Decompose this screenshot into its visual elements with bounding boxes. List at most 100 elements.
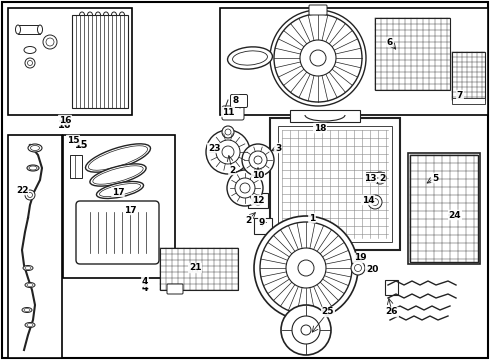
Ellipse shape bbox=[24, 309, 30, 311]
Circle shape bbox=[240, 183, 250, 193]
Circle shape bbox=[249, 151, 267, 169]
Circle shape bbox=[354, 265, 362, 271]
Ellipse shape bbox=[25, 266, 31, 270]
Circle shape bbox=[222, 146, 234, 158]
Circle shape bbox=[301, 325, 311, 335]
Text: 16: 16 bbox=[59, 116, 71, 125]
Bar bbox=[290, 110, 360, 122]
Circle shape bbox=[27, 60, 32, 66]
Text: 15: 15 bbox=[67, 135, 79, 144]
Circle shape bbox=[377, 175, 383, 181]
Ellipse shape bbox=[23, 266, 33, 270]
Circle shape bbox=[254, 216, 358, 320]
Text: 4: 4 bbox=[142, 278, 148, 287]
Circle shape bbox=[46, 38, 54, 46]
Bar bbox=[410, 155, 478, 262]
Bar bbox=[248, 193, 268, 208]
Ellipse shape bbox=[99, 184, 141, 197]
Circle shape bbox=[292, 316, 320, 344]
Circle shape bbox=[253, 195, 263, 205]
Text: 16: 16 bbox=[58, 120, 72, 130]
Circle shape bbox=[216, 140, 240, 164]
Circle shape bbox=[310, 50, 326, 66]
Circle shape bbox=[298, 260, 314, 276]
Circle shape bbox=[25, 58, 35, 68]
Text: 15: 15 bbox=[75, 140, 89, 150]
Bar bbox=[18, 25, 40, 34]
Circle shape bbox=[286, 248, 326, 288]
Text: 2: 2 bbox=[229, 166, 235, 175]
Bar bbox=[8, 135, 62, 358]
Ellipse shape bbox=[27, 165, 39, 171]
Ellipse shape bbox=[27, 324, 33, 327]
Text: 24: 24 bbox=[449, 211, 461, 220]
Bar bbox=[452, 98, 485, 104]
Text: 21: 21 bbox=[189, 264, 201, 273]
Bar bbox=[70, 155, 82, 178]
Ellipse shape bbox=[25, 283, 35, 288]
Ellipse shape bbox=[227, 47, 272, 69]
Ellipse shape bbox=[97, 181, 144, 198]
Text: 25: 25 bbox=[322, 307, 334, 316]
Bar bbox=[408, 153, 480, 264]
Bar bbox=[220, 8, 488, 115]
Bar bbox=[270, 118, 400, 250]
Bar bbox=[8, 8, 132, 115]
Circle shape bbox=[227, 170, 263, 206]
Ellipse shape bbox=[38, 25, 43, 34]
Circle shape bbox=[43, 35, 57, 49]
Text: 18: 18 bbox=[314, 123, 326, 132]
Text: 9: 9 bbox=[259, 217, 265, 226]
Ellipse shape bbox=[30, 145, 40, 150]
Circle shape bbox=[374, 172, 386, 184]
Text: 8: 8 bbox=[233, 95, 239, 104]
FancyBboxPatch shape bbox=[230, 95, 247, 108]
Text: 22: 22 bbox=[16, 185, 28, 194]
Text: 19: 19 bbox=[354, 253, 367, 262]
Circle shape bbox=[300, 40, 336, 76]
Text: 12: 12 bbox=[252, 195, 264, 204]
Text: 11: 11 bbox=[222, 108, 234, 117]
Ellipse shape bbox=[24, 46, 36, 54]
Bar bbox=[254, 218, 272, 234]
Text: 10: 10 bbox=[252, 171, 264, 180]
Circle shape bbox=[371, 198, 378, 206]
Ellipse shape bbox=[93, 166, 143, 184]
Circle shape bbox=[254, 156, 262, 164]
Circle shape bbox=[222, 126, 234, 138]
Ellipse shape bbox=[28, 144, 42, 152]
Text: 20: 20 bbox=[366, 266, 378, 274]
Bar bbox=[385, 280, 398, 295]
Text: 2: 2 bbox=[379, 174, 385, 183]
Text: 23: 23 bbox=[208, 144, 220, 153]
Text: 14: 14 bbox=[362, 195, 374, 204]
Circle shape bbox=[270, 10, 366, 106]
Ellipse shape bbox=[29, 166, 37, 170]
Text: 26: 26 bbox=[386, 307, 398, 316]
Text: 13: 13 bbox=[364, 174, 376, 183]
Text: 6: 6 bbox=[387, 37, 393, 46]
Bar bbox=[278, 126, 392, 242]
FancyBboxPatch shape bbox=[309, 5, 327, 15]
Ellipse shape bbox=[27, 284, 33, 287]
Circle shape bbox=[25, 190, 35, 200]
Text: 4: 4 bbox=[142, 283, 148, 293]
Bar bbox=[72, 15, 128, 108]
Circle shape bbox=[368, 195, 382, 209]
Ellipse shape bbox=[233, 51, 268, 65]
FancyBboxPatch shape bbox=[76, 201, 159, 264]
Ellipse shape bbox=[22, 307, 32, 312]
Circle shape bbox=[235, 178, 255, 198]
Ellipse shape bbox=[25, 323, 35, 328]
Bar bbox=[452, 52, 485, 100]
Circle shape bbox=[281, 305, 331, 355]
Circle shape bbox=[225, 129, 231, 135]
Circle shape bbox=[242, 144, 274, 176]
Ellipse shape bbox=[88, 146, 147, 170]
Bar bbox=[63, 135, 175, 278]
Bar bbox=[375, 18, 450, 90]
Text: 7: 7 bbox=[457, 90, 463, 99]
Ellipse shape bbox=[16, 25, 21, 34]
Bar bbox=[366, 172, 384, 182]
Circle shape bbox=[351, 261, 365, 275]
